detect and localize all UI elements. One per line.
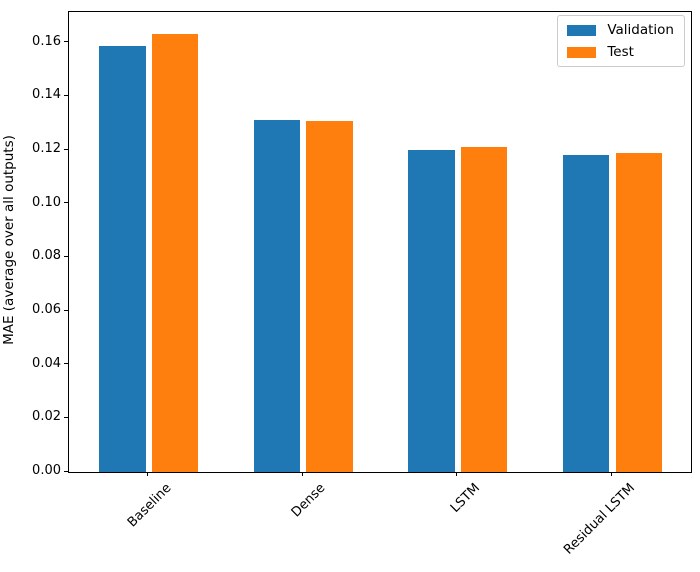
bar-validation-baseline: [99, 45, 146, 472]
y-tick-mark-0.16: [64, 41, 68, 43]
y-tick-mark-0.10: [64, 202, 68, 204]
x-tick-label-baseline: Baseline: [124, 480, 175, 531]
x-tick-mark-dense: [301, 472, 303, 476]
legend-label-validation: Validation: [607, 22, 674, 38]
y-tick-mark-0.12: [64, 148, 68, 150]
y-tick-mark-0.04: [64, 363, 68, 365]
x-tick-mark-baseline: [147, 472, 149, 476]
y-tick-label-0.06: 0.06: [32, 302, 61, 318]
y-tick-label-0.08: 0.08: [32, 248, 61, 264]
legend: Validation Test: [557, 15, 685, 67]
bar-validation-residual-lstm: [563, 155, 610, 472]
legend-item-test: Test: [567, 45, 674, 59]
y-tick-label-0.04: 0.04: [32, 355, 61, 371]
x-tick-label-residual-lstm: Residual LSTM: [560, 480, 638, 558]
bar-test-dense: [306, 120, 353, 472]
y-tick-mark-0.14: [64, 94, 68, 96]
x-tick-mark-lstm: [456, 472, 458, 476]
bar-test-lstm: [460, 146, 508, 472]
legend-swatch-test: [567, 46, 597, 58]
legend-item-validation: Validation: [567, 23, 674, 37]
y-tick-label-0.00: 0.00: [32, 463, 61, 478]
y-tick-label-0.02: 0.02: [32, 409, 61, 425]
legend-swatch-validation: [567, 24, 597, 36]
y-tick-mark-0.02: [64, 416, 68, 418]
y-tick-label-0.16: 0.16: [32, 33, 61, 49]
y-tick-label-0.12: 0.12: [32, 141, 61, 157]
bar-validation-lstm: [408, 150, 455, 472]
y-tick-mark-0.08: [64, 255, 68, 257]
bar-test-baseline: [151, 33, 199, 472]
x-tick-mark-residual-lstm: [611, 472, 612, 476]
y-tick-mark-0.00: [64, 470, 68, 472]
y-tick-label-0.14: 0.14: [32, 87, 61, 103]
x-tick-label-dense: Dense: [289, 480, 329, 521]
bar-validation-dense: [253, 120, 301, 472]
x-tick-label-lstm: LSTM: [448, 480, 484, 516]
bar-test-residual-lstm: [615, 152, 662, 472]
y-tick-label-0.10: 0.10: [32, 194, 61, 210]
plot-area: [68, 11, 692, 473]
legend-label-test: Test: [607, 44, 634, 60]
y-tick-mark-0.06: [64, 309, 68, 311]
